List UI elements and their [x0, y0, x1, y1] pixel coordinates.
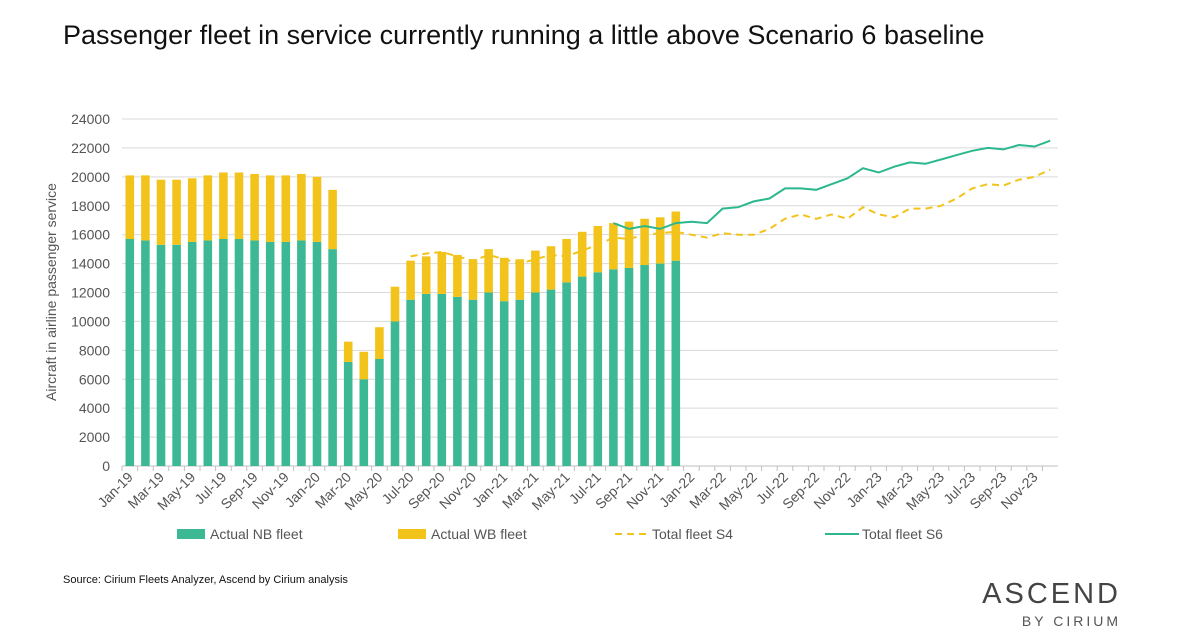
bar	[390, 321, 400, 466]
bar	[640, 218, 649, 266]
bar	[609, 269, 618, 466]
y-tick-label: 20000	[71, 169, 110, 185]
bar	[453, 254, 462, 297]
bar	[546, 289, 556, 466]
bar	[437, 293, 447, 466]
bar	[484, 292, 493, 466]
bar	[375, 327, 384, 360]
bar	[297, 173, 306, 241]
y-tick-label: 2000	[79, 429, 110, 445]
bar	[531, 250, 540, 293]
chart-title: Passenger fleet in service currently run…	[63, 20, 985, 50]
bar	[343, 341, 353, 362]
bar	[250, 240, 259, 466]
legend-label: Total fleet S4	[652, 526, 733, 542]
bar	[328, 249, 337, 466]
bar	[593, 272, 603, 466]
bar	[125, 175, 135, 240]
y-tick-label: 12000	[71, 285, 110, 301]
line-series	[613, 139, 1051, 230]
bar	[609, 223, 618, 270]
bar	[203, 240, 213, 466]
bar	[515, 259, 525, 300]
bar	[359, 379, 369, 466]
bar	[234, 172, 244, 240]
legend-label: Actual WB fleet	[431, 526, 527, 542]
bar	[281, 175, 291, 242]
bar	[187, 241, 197, 466]
bar	[577, 276, 587, 466]
y-tick-label: 6000	[79, 371, 110, 387]
y-tick-label: 14000	[71, 256, 110, 272]
bar	[219, 172, 228, 240]
bar	[343, 361, 353, 466]
bar	[281, 241, 291, 466]
y-tick-label: 8000	[79, 342, 110, 358]
bar	[234, 239, 244, 466]
bar	[265, 241, 275, 466]
bar	[624, 221, 634, 268]
legend-swatch	[177, 529, 205, 539]
source-note: Source: Cirium Fleets Analyzer, Ascend b…	[63, 574, 348, 586]
bar	[655, 217, 665, 264]
bar	[250, 173, 259, 241]
bar	[141, 240, 150, 466]
bar	[453, 296, 462, 466]
bar	[312, 176, 322, 242]
bar	[328, 189, 337, 250]
bar	[468, 299, 478, 466]
bar	[390, 286, 400, 322]
bar	[546, 246, 556, 290]
bar	[156, 244, 166, 466]
bar	[406, 299, 415, 466]
bar	[655, 263, 665, 466]
bar	[156, 179, 166, 245]
y-tick-label: 4000	[79, 400, 110, 416]
legend-label: Total fleet S6	[862, 526, 943, 542]
bar	[406, 260, 415, 300]
bar	[624, 267, 634, 466]
bar	[375, 359, 384, 466]
bar	[421, 293, 431, 466]
bar	[640, 265, 649, 466]
bar	[141, 175, 150, 241]
bar	[515, 299, 525, 466]
y-axis-label: Aircraft in airline passenger service	[43, 183, 59, 401]
y-tick-label: 10000	[71, 313, 110, 329]
bar	[562, 282, 571, 466]
brand-tagline: BY CIRIUM	[1022, 613, 1121, 629]
bar	[531, 292, 540, 466]
bar	[499, 257, 509, 302]
bar	[172, 179, 181, 245]
line-series	[410, 168, 1051, 265]
y-tick-label: 24000	[71, 111, 110, 127]
y-tick-label: 0	[102, 458, 110, 474]
bar	[203, 175, 213, 241]
bar	[499, 301, 509, 466]
bar	[359, 351, 369, 380]
bar	[671, 211, 681, 261]
bar	[265, 175, 275, 242]
brand-name: ASCEND	[982, 578, 1121, 610]
bar	[312, 241, 322, 466]
bar	[577, 231, 587, 277]
bar	[172, 244, 181, 466]
bar	[484, 249, 493, 293]
bar	[562, 239, 571, 283]
legend-swatch	[398, 529, 426, 539]
bar	[671, 260, 681, 466]
y-tick-label: 18000	[71, 198, 110, 214]
bar	[187, 178, 197, 242]
y-tick-label: 16000	[71, 227, 110, 243]
bar	[593, 225, 603, 273]
legend-label: Actual NB fleet	[210, 526, 303, 542]
bar	[125, 239, 135, 466]
bar	[468, 259, 478, 300]
bar	[437, 252, 447, 294]
bar	[219, 239, 228, 466]
bar	[297, 240, 306, 466]
bar	[421, 256, 431, 294]
y-tick-label: 22000	[71, 140, 110, 156]
